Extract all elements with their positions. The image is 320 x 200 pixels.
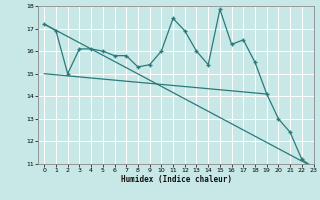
X-axis label: Humidex (Indice chaleur): Humidex (Indice chaleur): [121, 175, 231, 184]
